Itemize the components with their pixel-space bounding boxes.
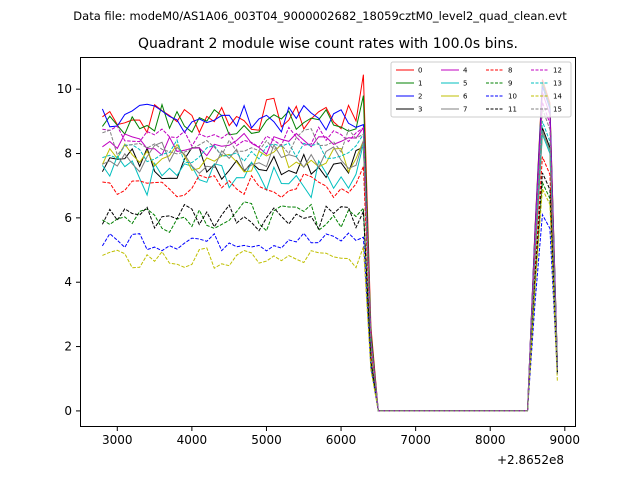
y-tick-label: 4: [64, 275, 72, 289]
ticks-layer: 3000 4000 5000 6000 7000 8000 9000 0 2 4 6 8 10: [57, 82, 580, 447]
series-line-7: [102, 130, 558, 412]
legend-label-1: 1: [418, 80, 422, 88]
series-line-12: [102, 101, 558, 412]
series-line-8: [102, 156, 558, 412]
series-line-11: [101, 172, 558, 412]
legend-label-7: 7: [463, 106, 467, 114]
x-offset-label: +2.8652e8: [497, 453, 565, 467]
legend-label-15: 15: [553, 106, 562, 114]
legend-box: [390, 61, 572, 118]
y-tick-label: 10: [57, 82, 72, 96]
series-line-15: [102, 108, 558, 412]
x-tick-label: 3000: [102, 433, 133, 447]
series-line-14: [102, 186, 558, 412]
legend-label-9: 9: [508, 80, 512, 88]
legend-label-6: 6: [463, 93, 468, 101]
series-line-1: [101, 82, 558, 412]
series-line-4: [102, 92, 558, 412]
series-line-6: [101, 130, 558, 412]
x-tick-label: 5000: [251, 433, 282, 447]
series-line-13: [102, 121, 558, 412]
legend-label-10: 10: [508, 93, 517, 101]
y-tick-label: 6: [64, 211, 72, 225]
series-line-10: [101, 213, 558, 412]
legend-label-12: 12: [553, 67, 562, 75]
x-tick-label: 9000: [550, 433, 581, 447]
y-tick-label: 0: [64, 404, 72, 418]
series-layer: [101, 74, 558, 412]
legend-label-5: 5: [463, 80, 467, 88]
chart-title: Quadrant 2 module wise count rates with …: [138, 36, 518, 52]
series-line-9: [102, 180, 558, 412]
x-tick-label: 4000: [177, 433, 208, 447]
x-tick-label: 8000: [475, 433, 506, 447]
legend-label-4: 4: [463, 67, 468, 75]
series-line-3: [101, 127, 558, 412]
legend-label-2: 2: [418, 93, 422, 101]
legend-label-13: 13: [553, 80, 562, 88]
y-tick-label: 8: [64, 147, 72, 161]
legend-label-11: 11: [508, 106, 517, 114]
axes-frame: [80, 57, 576, 427]
legend-label-8: 8: [508, 67, 512, 75]
y-tick-label: 2: [64, 340, 72, 354]
x-tick-label: 7000: [400, 433, 431, 447]
legend-label-3: 3: [418, 106, 422, 114]
x-tick-label: 6000: [326, 433, 357, 447]
legend-label-0: 0: [418, 67, 422, 75]
figure-suptitle: Data file: modeM0/AS1A06_003T04_90000026…: [73, 9, 567, 23]
legend-label-14: 14: [553, 93, 562, 101]
series-line-5: [101, 134, 558, 412]
